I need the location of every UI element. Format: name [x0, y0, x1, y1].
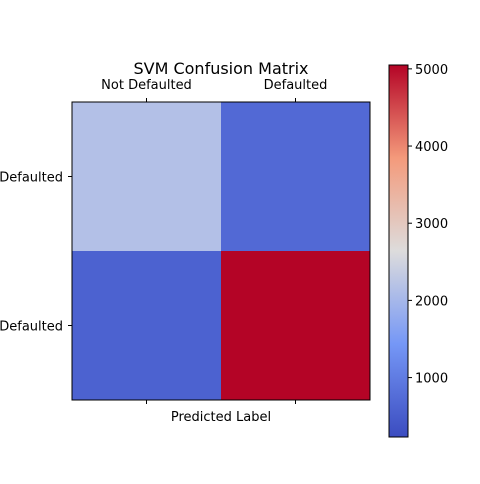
heatmap-cell — [72, 102, 221, 251]
heatmap-cell — [221, 251, 370, 400]
heatmap-cell — [72, 251, 221, 400]
colorbar-tick-label: 2000 — [415, 294, 448, 309]
colorbar-tick-label: 4000 — [415, 140, 448, 155]
colorbar-tick-label: 3000 — [415, 217, 448, 232]
x-tick-label: Not Defaulted — [101, 78, 192, 93]
heatmap-cell — [221, 102, 370, 251]
y-tick-label: Defaulted — [0, 320, 63, 335]
x-tick-label: Defaulted — [264, 78, 328, 93]
chart-title: SVM Confusion Matrix — [133, 59, 308, 78]
colorbar-tick-label: 5000 — [415, 63, 448, 78]
colorbar-tick-label: 1000 — [415, 372, 448, 387]
colorbar — [389, 65, 408, 437]
y-tick-label: Not Defaulted — [0, 171, 63, 186]
x-axis-label: Predicted Label — [171, 410, 271, 425]
